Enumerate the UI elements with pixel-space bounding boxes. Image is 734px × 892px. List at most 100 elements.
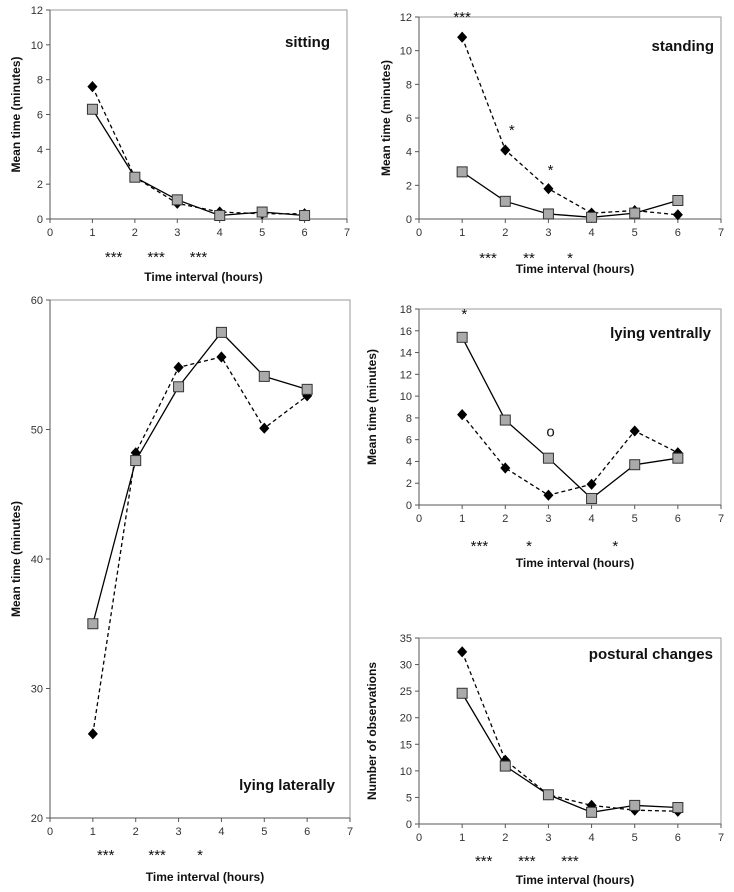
- y-tick-label: 2: [37, 179, 43, 191]
- data-point-diamond: [586, 478, 597, 490]
- data-point-square: [542, 208, 554, 220]
- x-tick-label: 4: [218, 826, 224, 838]
- x-tick-label: 2: [132, 227, 138, 239]
- x-tick-label: 1: [459, 227, 465, 239]
- significance-marker: o: [546, 423, 554, 440]
- y-tick-label: 4: [406, 147, 412, 159]
- y-tick-label: 10: [400, 391, 412, 403]
- y-tick-label: 30: [400, 660, 412, 672]
- data-point-square: [672, 452, 684, 464]
- x-tick-label: 7: [347, 826, 353, 838]
- data-point-square: [499, 760, 511, 772]
- data-point-diamond: [173, 361, 184, 373]
- y-tick-label: 16: [400, 326, 412, 338]
- significance-marker: *: [509, 122, 515, 139]
- y-tick-label: 35: [400, 633, 412, 645]
- data-point-diamond: [500, 462, 511, 474]
- x-tick-label: 4: [589, 832, 595, 844]
- x-tick-label: 6: [675, 513, 681, 525]
- y-tick-label: 6: [406, 435, 412, 447]
- x-tick-label: 2: [502, 513, 508, 525]
- x-axis-label: Time interval (hours): [516, 556, 634, 570]
- x-tick-label: 2: [133, 826, 139, 838]
- significance-marker: ***: [148, 847, 166, 864]
- y-tick-label: 50: [31, 425, 43, 437]
- data-point-square: [130, 455, 142, 467]
- y-tick-label: 12: [400, 12, 412, 24]
- y-tick-label: 4: [406, 456, 412, 468]
- data-point-diamond: [216, 351, 227, 363]
- data-point-square: [171, 194, 183, 206]
- x-tick-label: 2: [502, 227, 508, 239]
- chart-panel-5: 0 5 10 15 20 25 30 35 0 1 2 3 4 5 6 7 Time interval (hou…: [365, 633, 724, 887]
- y-tick-label: 12: [31, 5, 43, 17]
- data-point-square: [499, 414, 511, 426]
- y-tick-label: 15: [400, 739, 412, 751]
- data-point-square: [629, 459, 641, 471]
- y-tick-label: 10: [400, 766, 412, 778]
- data-point-square: [586, 492, 598, 504]
- x-tick-label: 2: [502, 832, 508, 844]
- y-tick-label: 20: [31, 813, 43, 825]
- significance-marker: ***: [479, 250, 497, 267]
- x-tick-label: 3: [176, 826, 182, 838]
- data-point-square: [672, 194, 684, 206]
- series-line-dashed-diamond: [92, 356, 308, 734]
- significance-marker: ***: [561, 853, 579, 870]
- y-tick-label: 12: [400, 369, 412, 381]
- significance-marker: ***: [190, 249, 208, 266]
- data-point-square: [456, 687, 468, 699]
- data-point-square: [629, 799, 641, 811]
- significance-marker: ***: [105, 249, 123, 266]
- y-tick-label: 5: [406, 792, 412, 804]
- data-point-diamond: [87, 728, 98, 740]
- data-point-square: [456, 166, 468, 178]
- data-point-square: [456, 331, 468, 343]
- data-point-square: [586, 806, 598, 818]
- panel-title: lying ventrally: [610, 325, 712, 342]
- x-axis-label: Time interval (hours): [516, 873, 634, 887]
- series-line-solid-square: [461, 337, 678, 500]
- data-point-square: [299, 210, 311, 222]
- series-line-solid-square: [461, 171, 679, 218]
- data-point-diamond: [259, 422, 270, 434]
- x-tick-label: 0: [416, 227, 422, 239]
- y-tick-label: 8: [37, 75, 43, 87]
- data-point-diamond: [500, 144, 511, 156]
- panel-title: lying laterally: [239, 777, 336, 794]
- x-tick-label: 6: [302, 227, 308, 239]
- x-tick-label: 6: [304, 826, 310, 838]
- x-tick-label: 1: [459, 832, 465, 844]
- data-point-diamond: [457, 646, 468, 658]
- data-point-diamond: [543, 183, 554, 195]
- significance-marker: ***: [97, 847, 115, 864]
- y-tick-label: 10: [400, 46, 412, 58]
- x-tick-label: 5: [259, 227, 265, 239]
- x-axis-label: Time interval (hours): [146, 870, 264, 884]
- x-tick-label: 0: [47, 826, 53, 838]
- data-point-square: [629, 207, 641, 219]
- y-tick-label: 18: [400, 304, 412, 316]
- y-tick-label: 0: [406, 214, 412, 226]
- x-axis-label: Time interval (hours): [516, 262, 634, 276]
- significance-marker: ***: [471, 538, 489, 555]
- y-tick-label: 8: [406, 413, 412, 425]
- data-point-square: [86, 103, 98, 115]
- x-tick-label: 4: [589, 513, 595, 525]
- panel-title: postural changes: [589, 646, 713, 663]
- panel-title: sitting: [285, 34, 330, 51]
- series-line-dashed-diamond: [461, 36, 678, 216]
- x-tick-label: 0: [416, 832, 422, 844]
- data-point-square: [258, 370, 270, 382]
- y-tick-label: 20: [400, 713, 412, 725]
- data-point-square: [672, 802, 684, 814]
- series-line-dashed-diamond: [461, 414, 679, 496]
- x-tick-label: 3: [545, 513, 551, 525]
- data-point-diamond: [672, 209, 683, 221]
- significance-marker: *: [197, 847, 203, 864]
- x-tick-label: 1: [89, 227, 95, 239]
- y-tick-label: 10: [31, 40, 43, 52]
